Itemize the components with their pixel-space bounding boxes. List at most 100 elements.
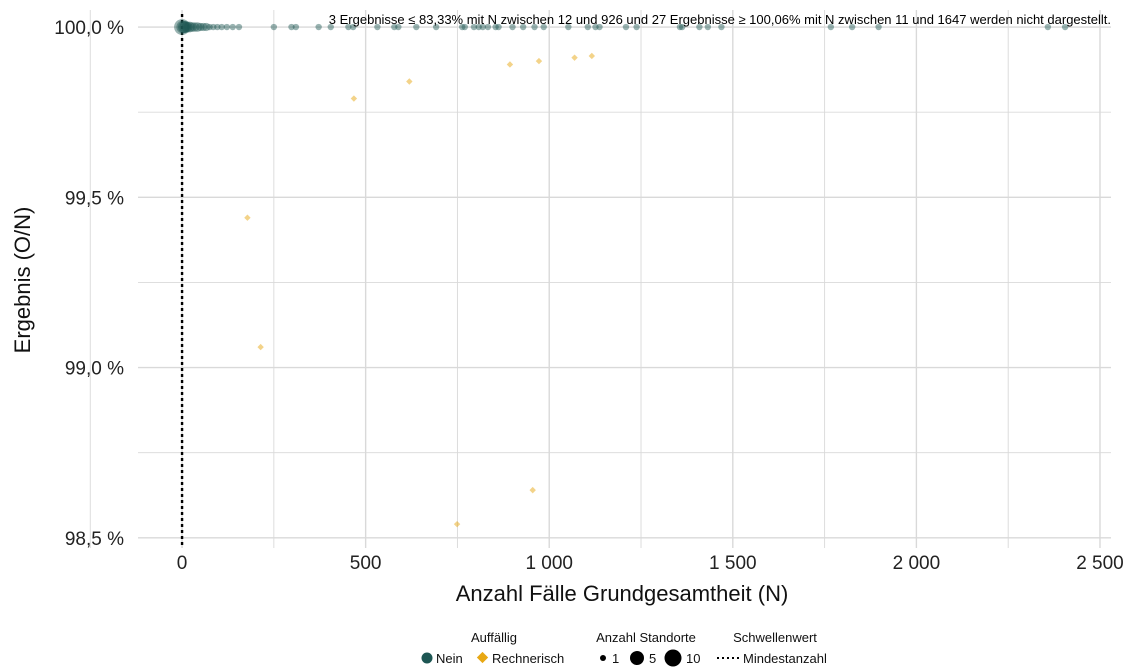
point-nein [391,23,398,31]
y-tick-label: 99,0 % [65,359,124,380]
point-nein [177,21,190,33]
legend-label-size-1: 1 [612,651,619,666]
point-rechnerisch [244,214,251,221]
x-axis-title: Anzahl Fälle Grundgesamtheit (N) [456,581,789,606]
point-nein [475,23,482,31]
point-nein [270,23,278,31]
point-nein [206,23,213,31]
point-nein [1061,23,1069,31]
point-nein [395,23,402,31]
point-nein [484,23,492,31]
point-rechnerisch [588,52,596,60]
point-nein [179,21,192,33]
x-tick-label: 2 500 [1076,553,1124,574]
point-nein [495,23,502,31]
point-nein [827,23,835,31]
legend-label-size-10: 10 [686,651,700,666]
legend-label-mindestanzahl: Mindestanzahl [743,651,827,666]
legend-title-schwellenwert: Schwellenwert [733,630,817,645]
point-rechnerisch [506,61,514,68]
x-tick-label: 1 500 [709,553,757,574]
chart-note: 3 Ergebnisse ≤ 83,33% mit N zwischen 12 … [329,12,1111,27]
point-nein [848,23,856,31]
point-nein [633,23,640,31]
y-axis-title: Ergebnis (O/N) [10,207,35,354]
point-nein [676,23,684,31]
point-nein [432,23,440,31]
y-tick-labels: 100,0 % 99,5 % 99,0 % 98,5 % [54,18,124,550]
legend-swatch-rechnerisch [476,651,489,664]
legend-swatch-nein [421,652,433,664]
legend-size-1 [600,655,606,661]
point-rechnerisch [350,95,358,102]
y-tick-label: 100,0 % [54,18,124,39]
point-rechnerisch [535,57,543,65]
grid-layer [89,10,1111,548]
point-nein [327,23,334,31]
legend-size-10 [664,649,682,667]
y-tick-label: 98,5 % [65,529,124,550]
point-nein [315,23,322,31]
point-nein [622,23,630,31]
point-nein [519,23,527,31]
point-nein [181,21,193,33]
point-nein [184,21,195,33]
point-nein [459,23,466,31]
point-nein [479,23,486,31]
point-nein [235,23,243,31]
point-nein [189,22,200,32]
point-nein [202,22,211,32]
legend-title-anzahl-standorte: Anzahl Standorte [596,630,696,645]
x-tick-labels: 0 500 1 000 1 500 2 000 2 500 [177,553,1124,574]
point-nein [349,23,357,31]
x-tick-label: 0 [177,553,188,574]
legend-label-size-5: 5 [649,651,656,666]
point-nein [592,23,599,31]
point-nein [292,23,300,31]
point-nein [696,23,703,31]
x-tick-label: 500 [350,553,382,574]
point-nein [565,23,572,31]
point-rechnerisch [406,78,413,85]
point-nein [461,23,468,31]
point-nein [223,23,231,31]
point-nein [540,23,547,31]
point-nein [288,23,295,31]
point-nein [229,23,236,31]
point-nein [704,23,712,31]
point-nein [718,23,725,31]
point-nein [196,22,205,32]
legend: Auffällig Nein Rechnerisch Anzahl Stando… [421,630,827,667]
point-nein [875,23,882,31]
point-rechnerisch [571,54,578,61]
legend-label-rechnerisch: Rechnerisch [492,651,564,666]
point-nein [584,23,591,31]
point-nein [345,23,352,31]
point-nein [531,23,538,31]
x-tick-label: 2 000 [893,553,941,574]
legend-label-nein: Nein [436,651,463,666]
point-nein [596,23,603,31]
point-nein [176,20,190,34]
point-nein [192,22,203,32]
point-nein [210,23,217,31]
point-nein [678,23,686,31]
point-nein [218,23,225,31]
point-nein [1044,23,1052,31]
point-nein [492,23,499,31]
point-nein [509,23,516,31]
legend-title-auffaellig: Auffällig [471,630,517,645]
points-layer [174,19,1069,528]
point-nein [187,22,197,32]
legend-size-5 [630,651,644,665]
point-nein [199,22,208,32]
x-tick-label: 1 000 [525,553,573,574]
point-nein [413,23,420,31]
y-tick-label: 99,5 % [65,188,124,209]
point-nein [174,19,191,35]
point-rechnerisch [257,343,264,351]
point-rechnerisch [453,520,461,528]
point-nein [470,23,478,31]
point-nein [374,23,381,31]
